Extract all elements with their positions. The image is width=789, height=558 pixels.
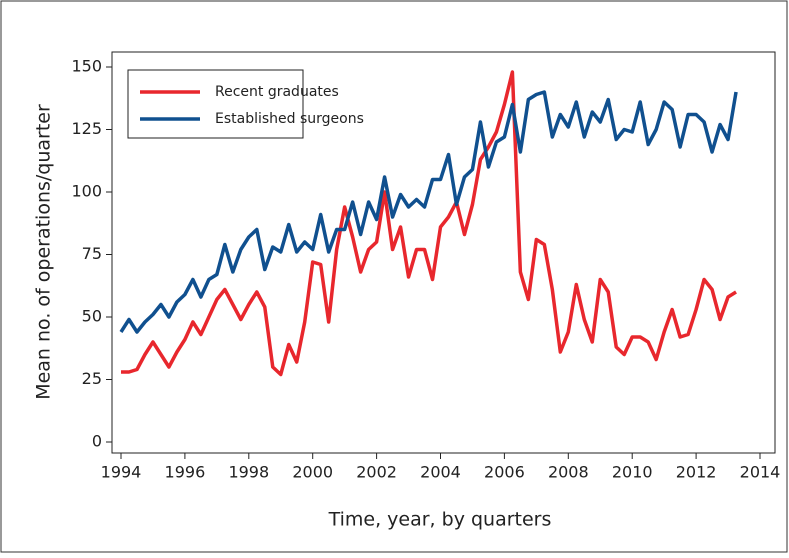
x-axis-label: Time, year, by quarters [328, 509, 552, 531]
line-series [119, 90, 738, 334]
y-axis-label: Mean no. of operations/quarter [33, 104, 55, 400]
x-tick-label: 2006 [484, 463, 525, 482]
x-tick-label: 2014 [740, 463, 781, 482]
x-tick-label: 2004 [420, 463, 461, 482]
y-tick-label: 0 [92, 432, 102, 451]
x-tick-label: 2012 [676, 463, 717, 482]
x-tick-label: 2002 [356, 463, 397, 482]
line-series [121, 70, 737, 377]
x-tick-label: 2000 [292, 463, 333, 482]
legend-label: Recent graduates [215, 84, 339, 100]
y-tick-label: 75 [82, 244, 102, 263]
x-tick-label: 1994 [101, 463, 142, 482]
x-tick-label: 2008 [548, 463, 589, 482]
x-tick-label: 1998 [228, 463, 269, 482]
y-tick-label: 100 [71, 182, 102, 201]
legend-box [127, 69, 304, 139]
y-tick-label: 50 [82, 307, 102, 326]
legend-label: Established surgeons [215, 111, 364, 127]
y-tick-label: 125 [71, 119, 102, 138]
x-tick-label: 2010 [612, 463, 653, 482]
x-tick-label: 1996 [165, 463, 206, 482]
y-tick-label: 150 [71, 57, 102, 76]
y-tick-label: 25 [82, 369, 102, 388]
